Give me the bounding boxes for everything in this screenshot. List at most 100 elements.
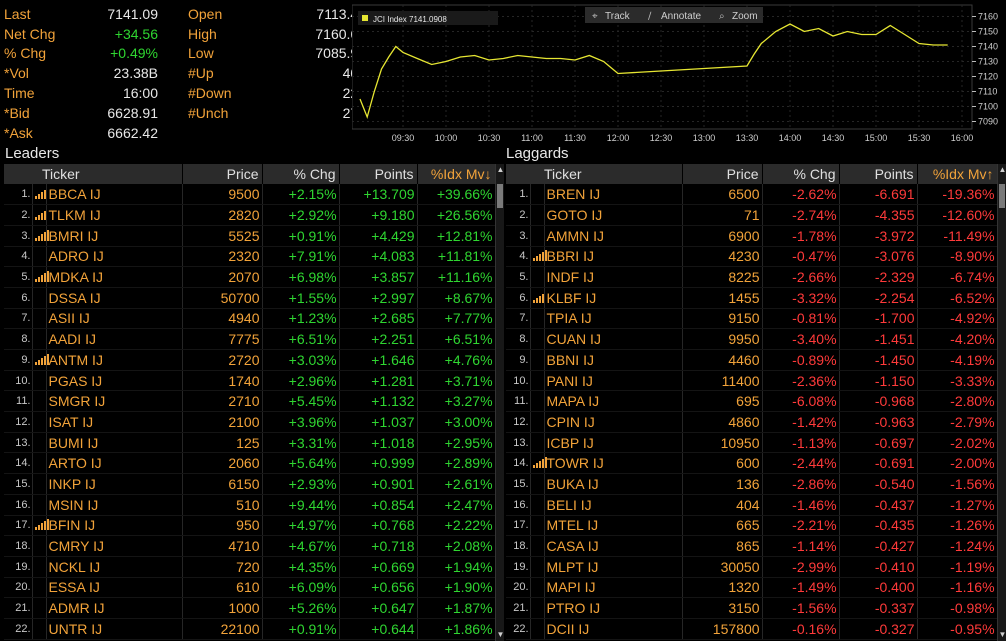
- annotate-button[interactable]: Annotate: [661, 11, 701, 22]
- table-row[interactable]: 17. MTEL IJ 665 -2.21% -0.435 -1.26%: [506, 515, 998, 537]
- ticker-cell[interactable]: SMGR IJ: [46, 390, 183, 413]
- col-header-points[interactable]: Points: [839, 164, 918, 184]
- ticker-cell[interactable]: BUMI IJ: [46, 432, 183, 454]
- ticker-cell[interactable]: ASII IJ: [46, 308, 183, 330]
- col-header-pct-chg[interactable]: % Chg: [262, 164, 340, 184]
- table-row[interactable]: 1. BREN IJ 6500 -2.62% -6.691 -19.36%: [506, 184, 998, 206]
- table-row[interactable]: 15. INKP IJ 6150 +2.93% +0.901 +2.61%: [4, 473, 496, 495]
- ticker-cell[interactable]: DSSA IJ: [46, 287, 183, 309]
- table-row[interactable]: 19. NCKL IJ 720 +4.35% +0.669 +1.94%: [4, 556, 496, 578]
- table-row[interactable]: 22. DCII IJ 157800 -0.16% -0.327 -0.95%: [506, 618, 998, 640]
- table-row[interactable]: 10. PANI IJ 11400 -2.36% -1.150 -3.33%: [506, 370, 998, 392]
- ticker-cell[interactable]: KLBF IJ: [544, 287, 683, 309]
- ticker-cell[interactable]: ARTO IJ: [46, 452, 183, 475]
- table-row[interactable]: 3. BMRI IJ 5525 +0.91% +4.429 +12.81%: [4, 225, 496, 247]
- table-row[interactable]: 7. ASII IJ 4940 +1.23% +2.685 +7.77%: [4, 308, 496, 330]
- table-row[interactable]: 2. GOTO IJ 71 -2.74% -4.355 -12.60%: [506, 204, 998, 226]
- ticker-cell[interactable]: BBNI IJ: [544, 349, 683, 371]
- ticker-cell[interactable]: CMRY IJ: [46, 535, 183, 557]
- ticker-cell[interactable]: PTRO IJ: [544, 597, 683, 619]
- col-header-idx-mv[interactable]: %Idx Mv↑: [917, 164, 998, 184]
- table-row[interactable]: 1. BBCA IJ 9500 +2.15% +13.709 +39.66%: [4, 184, 496, 206]
- table-row[interactable]: 10. PGAS IJ 1740 +2.96% +1.281 +3.71%: [4, 370, 496, 392]
- col-header-ticker[interactable]: Ticker: [4, 164, 183, 184]
- ticker-cell[interactable]: MLPT IJ: [544, 556, 683, 578]
- ticker-cell[interactable]: PANI IJ: [544, 370, 683, 392]
- scroll-down-arrow-icon[interactable]: ▼: [998, 630, 1006, 639]
- ticker-cell[interactable]: MSIN IJ: [46, 494, 183, 516]
- table-row[interactable]: 17. BFIN IJ 950 +4.97% +0.768 +2.22%: [4, 515, 496, 537]
- ticker-cell[interactable]: ISAT IJ: [46, 411, 183, 433]
- ticker-cell[interactable]: INKP IJ: [46, 473, 183, 495]
- scroll-thumb[interactable]: [999, 184, 1005, 208]
- table-row[interactable]: 2. TLKM IJ 2820 +2.92% +9.180 +26.56%: [4, 204, 496, 226]
- table-row[interactable]: 9. ANTM IJ 2720 +3.03% +1.646 +4.76%: [4, 349, 496, 371]
- table-row[interactable]: 14. TOWR IJ 600 -2.44% -0.691 -2.00%: [506, 452, 998, 475]
- scroll-up-arrow-icon[interactable]: ▲: [496, 165, 504, 174]
- table-row[interactable]: 15. BUKA IJ 136 -2.86% -0.540 -1.56%: [506, 473, 998, 495]
- ticker-cell[interactable]: INDF IJ: [544, 266, 683, 288]
- table-row[interactable]: 20. ESSA IJ 610 +6.09% +0.656 +1.90%: [4, 577, 496, 599]
- table-row[interactable]: 6. KLBF IJ 1455 -3.32% -2.254 -6.52%: [506, 287, 998, 309]
- leaders-scrollbar[interactable]: ▲ ▼: [495, 164, 504, 641]
- ticker-cell[interactable]: BELI IJ: [544, 494, 683, 516]
- table-row[interactable]: 11. MAPA IJ 695 -6.08% -0.968 -2.80%: [506, 390, 998, 413]
- table-row[interactable]: 8. CUAN IJ 9950 -3.40% -1.451 -4.20%: [506, 328, 998, 350]
- scroll-down-arrow-icon[interactable]: ▼: [496, 630, 504, 639]
- ticker-cell[interactable]: CASA IJ: [544, 535, 683, 557]
- table-row[interactable]: 16. MSIN IJ 510 +9.44% +0.854 +2.47%: [4, 494, 496, 516]
- ticker-cell[interactable]: MDKA IJ: [46, 266, 183, 288]
- table-row[interactable]: 12. ISAT IJ 2100 +3.96% +1.037 +3.00%: [4, 411, 496, 433]
- table-row[interactable]: 16. BELI IJ 404 -1.46% -0.437 -1.27%: [506, 494, 998, 516]
- col-header-points[interactable]: Points: [339, 164, 418, 184]
- ticker-cell[interactable]: TOWR IJ: [544, 452, 683, 475]
- ticker-cell[interactable]: BBRI IJ: [544, 246, 683, 268]
- ticker-cell[interactable]: MAPI IJ: [544, 577, 683, 599]
- zoom-icon[interactable]: ⌕: [719, 11, 725, 22]
- table-row[interactable]: 5. MDKA IJ 2070 +6.98% +3.857 +11.16%: [4, 266, 496, 288]
- col-header-price[interactable]: Price: [682, 164, 763, 184]
- table-row[interactable]: 13. ICBP IJ 10950 -1.13% -0.697 -2.02%: [506, 432, 998, 454]
- table-row[interactable]: 4. BBRI IJ 4230 -0.47% -3.076 -8.90%: [506, 246, 998, 268]
- table-row[interactable]: 19. MLPT IJ 30050 -2.99% -0.410 -1.19%: [506, 556, 998, 578]
- table-row[interactable]: 11. SMGR IJ 2710 +5.45% +1.132 +3.27%: [4, 390, 496, 413]
- ticker-cell[interactable]: ADMR IJ: [46, 597, 183, 619]
- chart-svg[interactable]: 7160 7150 7140 7130 7120 7110 7100 7090 09:30 10:…: [352, 3, 1006, 144]
- ticker-cell[interactable]: ICBP IJ: [544, 432, 683, 454]
- ticker-cell[interactable]: ADRO IJ: [46, 246, 183, 268]
- col-header-ticker[interactable]: Ticker: [506, 164, 683, 184]
- scroll-thumb[interactable]: [497, 184, 503, 208]
- intraday-chart[interactable]: 7160 7150 7140 7130 7120 7110 7100 7090 09:30 10:…: [352, 3, 1006, 144]
- table-row[interactable]: 21. ADMR IJ 1000 +5.26% +0.647 +1.87%: [4, 597, 496, 619]
- ticker-cell[interactable]: BMRI IJ: [46, 225, 183, 247]
- table-row[interactable]: 4. ADRO IJ 2320 +7.91% +4.083 +11.81%: [4, 246, 496, 268]
- table-row[interactable]: 14. ARTO IJ 2060 +5.64% +0.999 +2.89%: [4, 452, 496, 475]
- ticker-cell[interactable]: BUKA IJ: [544, 473, 683, 495]
- ticker-cell[interactable]: MAPA IJ: [544, 390, 683, 413]
- ticker-cell[interactable]: BREN IJ: [544, 184, 683, 206]
- ticker-cell[interactable]: ANTM IJ: [46, 349, 183, 371]
- table-row[interactable]: 8. AADI IJ 7775 +6.51% +2.251 +6.51%: [4, 328, 496, 350]
- annotate-icon[interactable]: ∕: [648, 11, 652, 22]
- laggards-scrollbar[interactable]: ▲ ▼: [997, 164, 1006, 641]
- ticker-cell[interactable]: MTEL IJ: [544, 515, 683, 537]
- table-row[interactable]: 3. AMMN IJ 6900 -1.78% -3.972 -11.49%: [506, 225, 998, 247]
- table-row[interactable]: 13. BUMI IJ 125 +3.31% +1.018 +2.95%: [4, 432, 496, 454]
- table-row[interactable]: 9. BBNI IJ 4460 -0.89% -1.450 -4.19%: [506, 349, 998, 371]
- table-row[interactable]: 20. MAPI IJ 1320 -1.49% -0.400 -1.16%: [506, 577, 998, 599]
- table-row[interactable]: 12. CPIN IJ 4860 -1.42% -0.963 -2.79%: [506, 411, 998, 433]
- ticker-cell[interactable]: NCKL IJ: [46, 556, 183, 578]
- zoom-button[interactable]: Zoom: [732, 11, 758, 22]
- ticker-cell[interactable]: BFIN IJ: [46, 515, 183, 537]
- col-header-pct-chg[interactable]: % Chg: [762, 164, 840, 184]
- col-header-idx-mv[interactable]: %Idx Mv↓: [417, 164, 496, 184]
- table-row[interactable]: 18. CMRY IJ 4710 +4.67% +0.718 +2.08%: [4, 535, 496, 557]
- table-row[interactable]: 21. PTRO IJ 3150 -1.56% -0.337 -0.98%: [506, 597, 998, 619]
- ticker-cell[interactable]: TLKM IJ: [46, 204, 183, 226]
- table-row[interactable]: 6. DSSA IJ 50700 +1.55% +2.997 +8.67%: [4, 287, 496, 309]
- ticker-cell[interactable]: AADI IJ: [46, 328, 183, 350]
- ticker-cell[interactable]: ESSA IJ: [46, 577, 183, 599]
- table-row[interactable]: 18. CASA IJ 865 -1.14% -0.427 -1.24%: [506, 535, 998, 557]
- table-row[interactable]: 7. TPIA IJ 9150 -0.81% -1.700 -4.92%: [506, 308, 998, 330]
- scroll-up-arrow-icon[interactable]: ▲: [998, 165, 1006, 174]
